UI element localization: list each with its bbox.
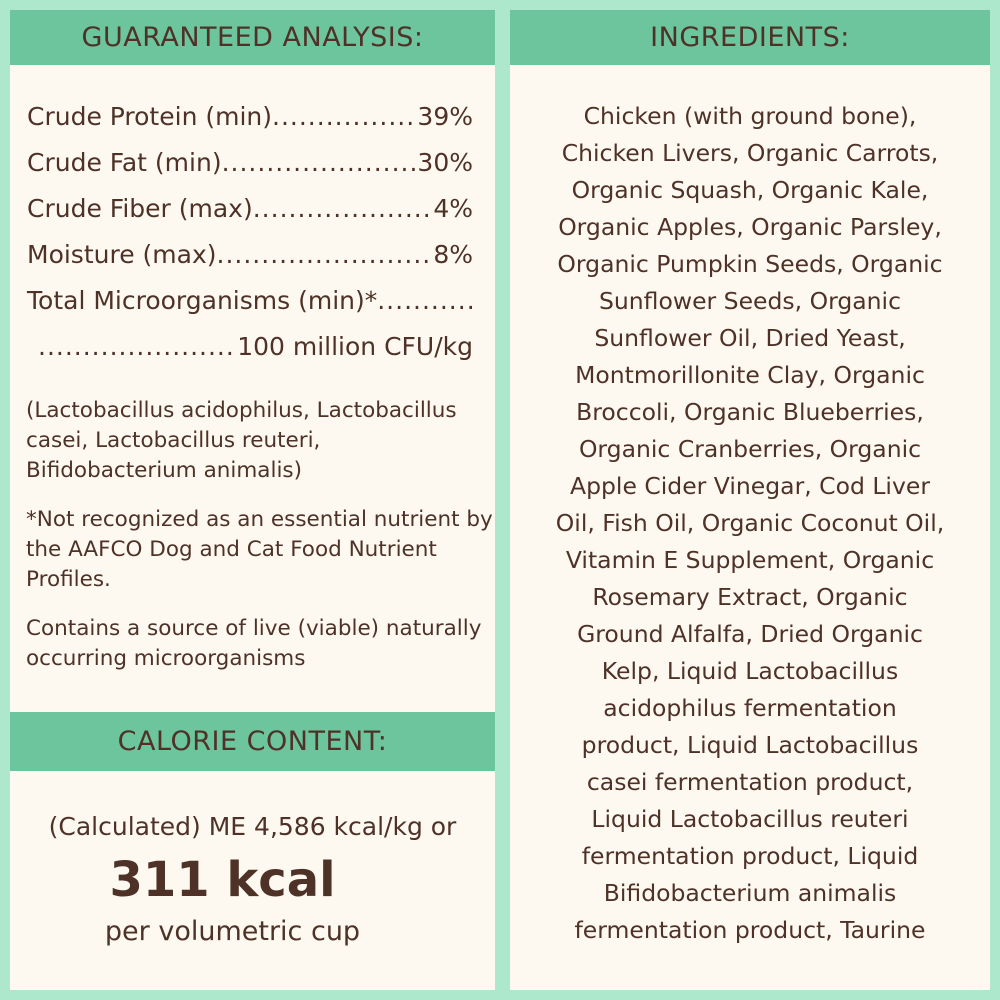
guaranteed-analysis-header: GUARANTEED ANALYSIS: [10,10,495,65]
ingredient-line: Montmorillonite Clay, Organic [575,361,925,389]
ingredient-line: Ground Alfalfa, Dried Organic [577,620,923,648]
ingredient-line: Vitamin E Supplement, Organic [565,546,935,574]
row-value: 39% [417,102,473,131]
ingredient-line: Apple Cider Vinegar, Cod Liver [570,472,930,500]
ingredient-line: Organic Apples, Organic Parsley, [558,213,942,241]
ingredient-line: fermentation product, Liquid [581,842,919,870]
row-label: Crude Fiber (max) [27,194,253,223]
analysis-row: Crude Protein (min) 39% [27,102,473,131]
aafco-footnote: *Not recognized as an essential nutrient… [26,507,493,592]
calorie-unit: per volumetric cup [104,916,361,947]
ingredient-line: Liquid Lactobacillus reuteri [591,805,909,833]
ingredient-line: product, Liquid Lactobacillus [581,731,919,759]
ingredient-line: Bifidobacterium animalis [603,879,897,907]
analysis-row: Total Microorganisms (min)* [27,286,473,315]
row-value: 4% [433,194,473,223]
guaranteed-analysis-panel: GUARANTEED ANALYSIS: Crude Protein (min)… [10,10,495,990]
ingredient-line: fermentation product, Taurine [574,916,926,944]
row-label: Total Microorganisms (min)* [27,286,378,315]
row-value: 30% [417,148,473,177]
ingredient-line: Chicken (with ground bone), [583,102,917,130]
row-value: 8% [433,240,473,269]
live-microorganisms-note: Contains a source of live (viable) natur… [26,616,482,671]
ingredient-line: Organic Cranberries, Organic [578,435,922,463]
ingredient-line: casei fermentation product, [586,768,914,796]
calorie-me: (Calculated) ME 4,586 kcal/kg or [48,812,457,841]
analysis-row: 100 million CFU/kg [38,332,473,361]
ingredient-line: Kelp, Liquid Lactobacillus [601,657,899,685]
ingredient-line: Chicken Livers, Organic Carrots, [561,139,939,167]
ingredients-panel: INGREDIENTS: Chicken (with ground bone),… [510,10,990,990]
ingredients-list: Chicken (with ground bone), Chicken Liver… [510,98,990,949]
ingredient-line: Sunflower Seeds, Organic [598,287,902,315]
row-label: Crude Protein (min) [27,102,273,131]
ingredient-line: Oil, Fish Oil, Organic Coconut Oil, [555,509,945,537]
analysis-row: Crude Fat (min) 30% [27,148,473,177]
row-label: Moisture (max) [27,240,217,269]
row-value: 100 million CFU/kg [237,332,473,361]
ingredient-line: Sunflower Oil, Dried Yeast, [594,324,906,352]
ingredient-line: Organic Squash, Organic Kale, [571,176,929,204]
row-label: Crude Fat (min) [27,148,222,177]
ingredients-header: INGREDIENTS: [510,10,990,65]
probiotic-strains: (Lactobacillus acidophilus, Lactobacillu… [26,398,457,483]
calorie-per-cup: 311 kcal [109,852,336,908]
analysis-row: Moisture (max) 8% [27,240,473,269]
ingredient-line: Rosemary Extract, Organic [592,583,908,611]
ingredient-line: acidophilus fermentation [603,694,897,722]
ingredient-line: Organic Pumpkin Seeds, Organic [557,250,943,278]
calorie-content-header: CALORIE CONTENT: [10,712,495,771]
analysis-row: Crude Fiber (max) 4% [27,194,473,223]
ingredient-line: Broccoli, Organic Blueberries, [576,398,924,426]
